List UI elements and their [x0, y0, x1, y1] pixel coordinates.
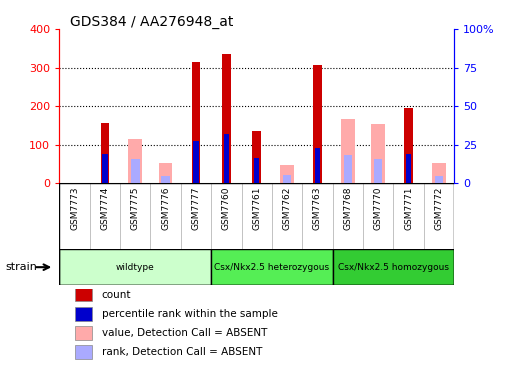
Bar [374, 159, 382, 183]
Bar [131, 159, 139, 183]
Text: GSM7776: GSM7776 [161, 186, 170, 230]
Text: GSM7775: GSM7775 [131, 186, 140, 230]
Bar [192, 62, 200, 183]
Bar [211, 249, 333, 285]
Bar [75, 326, 92, 340]
Text: value, Detection Call = ABSENT: value, Detection Call = ABSENT [102, 328, 267, 338]
Bar [333, 249, 454, 285]
Bar [315, 147, 320, 183]
Bar [283, 175, 292, 183]
Bar [102, 154, 108, 183]
Text: GSM7771: GSM7771 [404, 186, 413, 230]
Text: GSM7768: GSM7768 [343, 186, 352, 230]
Text: GSM7763: GSM7763 [313, 186, 322, 230]
Bar [75, 307, 92, 321]
Bar [101, 123, 109, 183]
Bar [344, 154, 352, 183]
Bar [313, 65, 321, 183]
Text: GSM7760: GSM7760 [222, 186, 231, 230]
Text: Csx/Nkx2.5 heterozygous: Csx/Nkx2.5 heterozygous [214, 263, 329, 272]
Text: strain: strain [5, 262, 37, 272]
Bar [372, 124, 385, 183]
Bar [128, 139, 142, 183]
Bar [434, 176, 443, 183]
Text: percentile rank within the sample: percentile rank within the sample [102, 309, 278, 319]
Text: GSM7772: GSM7772 [434, 186, 443, 230]
Text: GSM7761: GSM7761 [252, 186, 261, 230]
Bar [75, 345, 92, 359]
Bar [159, 163, 172, 183]
Bar [252, 131, 261, 183]
Text: GSM7777: GSM7777 [191, 186, 201, 230]
Bar [404, 108, 413, 183]
Bar [432, 163, 446, 183]
Bar [223, 134, 229, 183]
Text: GDS384 / AA276948_at: GDS384 / AA276948_at [70, 15, 233, 29]
Text: GSM7774: GSM7774 [101, 186, 109, 230]
Text: GSM7773: GSM7773 [70, 186, 79, 230]
Bar [341, 119, 354, 183]
Text: wildtype: wildtype [116, 263, 155, 272]
Bar [254, 158, 260, 183]
Bar [162, 176, 170, 183]
Bar [222, 54, 231, 183]
Bar [280, 165, 294, 183]
Text: Csx/Nkx2.5 homozygous: Csx/Nkx2.5 homozygous [338, 263, 449, 272]
Text: GSM7762: GSM7762 [283, 186, 292, 230]
Text: GSM7770: GSM7770 [374, 186, 383, 230]
Bar [59, 249, 211, 285]
Bar [194, 141, 199, 183]
Text: rank, Detection Call = ABSENT: rank, Detection Call = ABSENT [102, 347, 262, 357]
Bar [406, 154, 411, 183]
Text: count: count [102, 290, 131, 299]
Bar [75, 288, 92, 302]
